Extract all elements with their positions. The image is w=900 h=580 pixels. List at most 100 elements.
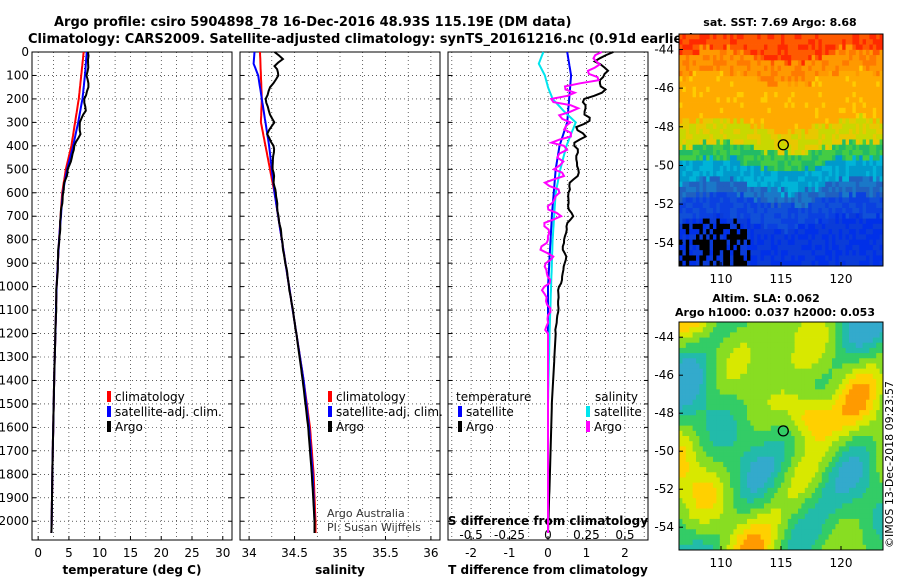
map-cell xyxy=(811,97,816,103)
map-cell xyxy=(699,244,704,251)
map-cell xyxy=(702,102,707,109)
map-cell xyxy=(872,415,877,421)
map-cell xyxy=(723,123,727,130)
map-cell xyxy=(692,160,697,167)
map-cell xyxy=(815,144,819,151)
map-cell xyxy=(706,44,710,51)
map-cell xyxy=(767,92,772,98)
map-cell xyxy=(876,113,880,119)
map-cell xyxy=(774,404,778,411)
map-cell xyxy=(777,223,782,230)
map-cell xyxy=(723,430,727,437)
map-cell xyxy=(821,60,826,67)
map-cell xyxy=(787,389,792,395)
map-cell xyxy=(835,384,840,390)
map-cell xyxy=(787,197,792,204)
map-cell xyxy=(798,150,802,156)
map-cell xyxy=(862,70,867,77)
map-cell xyxy=(866,55,870,61)
map-cell xyxy=(736,234,741,241)
map-cell xyxy=(682,368,687,375)
map-cell xyxy=(713,441,717,447)
map-cell xyxy=(767,86,772,93)
map-cell xyxy=(760,55,765,61)
map-cell xyxy=(702,186,707,193)
map-cell xyxy=(781,113,785,119)
map-cell xyxy=(838,399,843,406)
map-cell xyxy=(811,239,816,246)
map-cell xyxy=(696,250,700,256)
map-cell xyxy=(879,223,884,230)
map-cell xyxy=(869,244,874,251)
map-cell xyxy=(740,441,744,447)
map-cell xyxy=(753,446,758,452)
map-cell xyxy=(866,384,870,390)
map-cell xyxy=(774,436,778,442)
map-cell xyxy=(804,139,809,146)
map-cell xyxy=(798,332,802,338)
map-cell xyxy=(713,404,717,411)
map-cell xyxy=(702,139,707,146)
map-cell xyxy=(689,49,693,56)
map-cell xyxy=(852,467,857,473)
map-cell xyxy=(767,384,772,390)
map-cell xyxy=(815,353,819,359)
map-cell xyxy=(685,327,690,333)
map-cell xyxy=(706,342,710,349)
map-cell xyxy=(811,420,816,427)
map-cell xyxy=(753,181,758,188)
map-cell xyxy=(706,404,710,411)
map-cell xyxy=(835,234,840,241)
map-cell xyxy=(801,441,806,447)
map-cell xyxy=(862,399,867,406)
map-cell xyxy=(815,368,819,375)
map-cell xyxy=(730,202,734,209)
map-cell xyxy=(774,467,778,473)
map-cell xyxy=(818,92,823,98)
map-cell xyxy=(794,420,799,427)
map-cell xyxy=(679,404,683,411)
map-cell xyxy=(696,197,700,204)
map-cell xyxy=(872,213,877,219)
map-cell xyxy=(862,44,867,51)
map-cell xyxy=(794,70,799,77)
map-cell xyxy=(777,181,782,188)
map-cell xyxy=(791,139,795,146)
map-cell xyxy=(753,332,758,338)
map-cell xyxy=(713,113,717,119)
map-cell xyxy=(709,150,714,156)
map-cell xyxy=(835,229,840,235)
map-cell xyxy=(832,39,836,45)
map-cell xyxy=(692,76,697,82)
map-cell xyxy=(689,176,693,183)
map-cell xyxy=(743,368,748,375)
map-cell xyxy=(845,171,850,177)
map-cell xyxy=(723,322,727,328)
map-cell xyxy=(706,482,710,489)
map-cell xyxy=(716,197,721,204)
map-cell xyxy=(876,368,880,375)
map-cell xyxy=(842,456,846,463)
map-cell xyxy=(706,467,710,473)
map-cell xyxy=(767,171,772,177)
map-cell xyxy=(730,192,734,198)
map-cell xyxy=(862,322,867,328)
map-cell xyxy=(709,49,714,56)
map-cell xyxy=(859,134,863,140)
map-cell xyxy=(791,234,795,241)
map-cell xyxy=(808,186,812,193)
map-cell xyxy=(770,379,775,385)
map-cell xyxy=(692,155,697,161)
map-cell xyxy=(781,436,785,442)
map-cell xyxy=(835,223,840,230)
temperature-panel: 0100200300400500600700800900100011001200… xyxy=(0,45,233,577)
map-cell xyxy=(692,186,697,193)
map-cell xyxy=(818,160,823,167)
map-cell xyxy=(794,327,799,333)
map-cell xyxy=(842,171,846,177)
map-cell xyxy=(832,467,836,473)
map-cell xyxy=(750,208,755,214)
map-cell xyxy=(747,234,751,241)
map-cell xyxy=(723,213,727,219)
map-cell xyxy=(733,337,738,344)
